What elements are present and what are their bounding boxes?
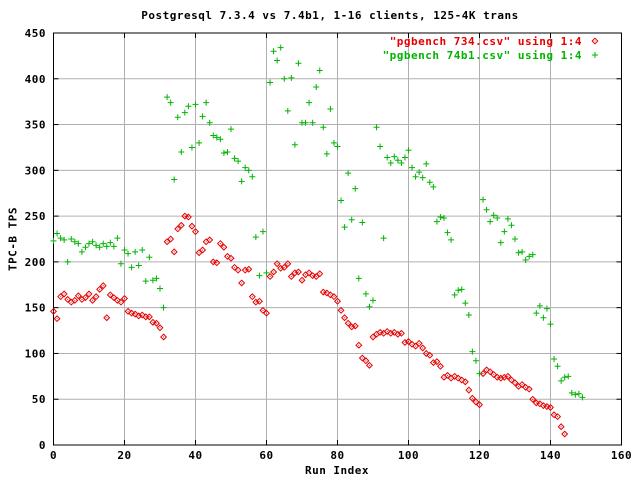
y-axis-label: TPC-B TPS <box>6 206 20 272</box>
y-tick-label: 50 <box>32 393 46 406</box>
legend-entry-734: "pgbench 734.csv" using 1:4 <box>383 34 602 48</box>
y-tick-label: 300 <box>25 164 46 177</box>
x-tick-label: 20 <box>117 449 131 462</box>
y-tick-label: 150 <box>25 302 46 315</box>
x-tick-label: 160 <box>611 449 632 462</box>
legend-entry-74b1: "pgbench 74b1.csv" using 1:4 <box>382 48 602 62</box>
x-axis-label: Run Index <box>304 464 370 477</box>
legend-label-74b1: "pgbench 74b1.csv" using 1:4 <box>382 48 582 62</box>
y-tick-label: 0 <box>39 439 46 452</box>
grid-lines <box>53 33 622 445</box>
y-tick-label: 100 <box>25 347 46 360</box>
x-tick-label: 80 <box>330 449 344 462</box>
y-tick-label: 200 <box>25 256 46 269</box>
x-tick-label: 60 <box>259 449 273 462</box>
y-tick-label: 400 <box>25 73 46 86</box>
legend-label-734: "pgbench 734.csv" using 1:4 <box>389 34 582 48</box>
data-points-series-1 <box>50 44 586 401</box>
plus-marker-icon <box>592 52 598 58</box>
x-tick-label: 0 <box>50 449 57 462</box>
x-tick-label: 140 <box>540 449 561 462</box>
y-tick-label: 250 <box>25 210 46 223</box>
data-points-series-0 <box>49 212 569 438</box>
tick-labels: 0 20 40 60 80 100 120 140 160 0 50 100 150 200 250 300 3… <box>25 27 632 462</box>
x-tick-label: 100 <box>398 449 419 462</box>
chart-title: Postgresql 7.3.4 vs 7.4b1, 1-16 clients,… <box>141 9 519 22</box>
x-tick-label: 40 <box>188 449 202 462</box>
diamond-marker-icon <box>591 37 599 45</box>
legend: "pgbench 734.csv" using 1:4 "pgbench 74b… <box>382 34 602 62</box>
y-tick-label: 450 <box>25 27 46 40</box>
y-tick-label: 350 <box>25 119 46 132</box>
x-tick-label: 120 <box>469 449 490 462</box>
